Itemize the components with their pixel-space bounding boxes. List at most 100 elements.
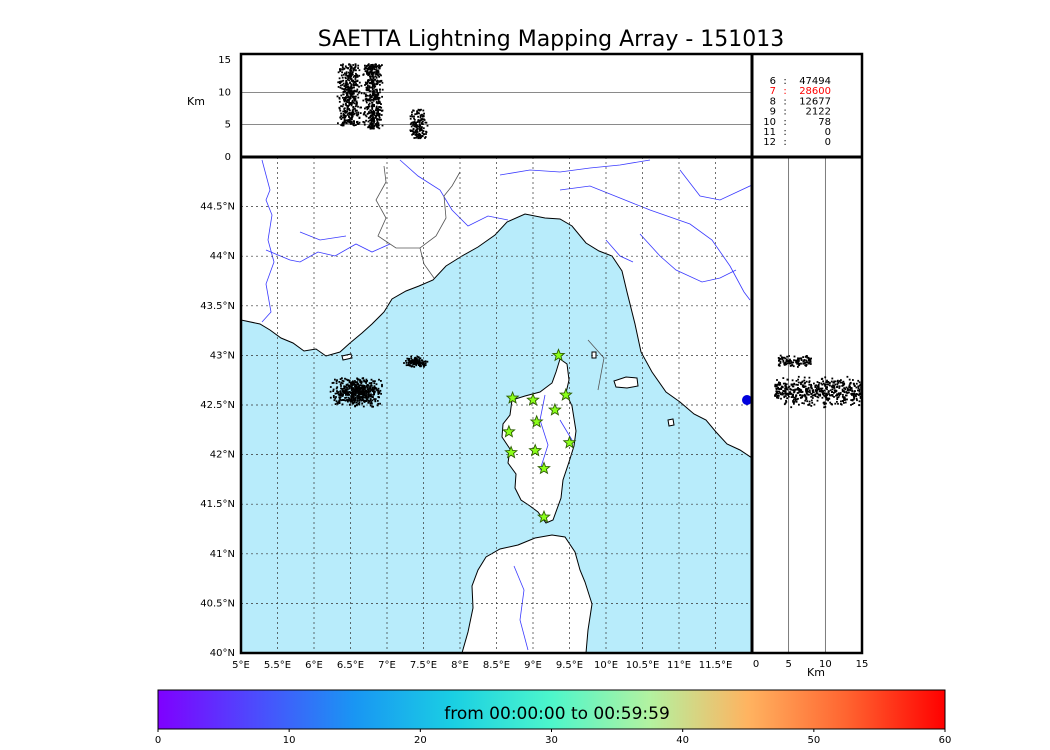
undefined: [797, 375, 800, 378]
undefined: [414, 125, 417, 128]
undefined: [369, 402, 372, 405]
undefined: [829, 401, 832, 404]
undefined: [354, 64, 357, 67]
undefined: [422, 120, 424, 123]
undefined: [846, 389, 849, 392]
undefined: [348, 394, 351, 396]
undefined: [775, 387, 778, 390]
undefined: [413, 115, 415, 118]
undefined: [342, 380, 345, 383]
undefined: [339, 398, 342, 401]
latitude-tick-label: 43°N: [210, 350, 235, 361]
undefined: [370, 79, 373, 81]
undefined: [803, 362, 806, 364]
undefined: [785, 395, 787, 397]
undefined: [405, 360, 407, 362]
undefined: [362, 394, 365, 397]
colorbar-gradient: [157, 689, 946, 730]
undefined: [350, 78, 353, 80]
undefined: [369, 386, 371, 389]
undefined: [790, 383, 793, 386]
station-star-icon: [548, 402, 562, 416]
undefined: [336, 379, 338, 382]
undefined: [831, 391, 833, 393]
undefined: [411, 113, 413, 116]
undefined: [353, 382, 356, 384]
undefined: [371, 68, 374, 71]
undefined: [377, 124, 380, 127]
undefined: [786, 397, 788, 400]
undefined: [374, 85, 377, 88]
undefined: [348, 385, 351, 388]
undefined: [372, 127, 375, 130]
undefined: [349, 91, 352, 93]
undefined: [355, 72, 357, 75]
undefined: [379, 73, 381, 76]
longitude-tick-label: 10°E: [594, 660, 618, 671]
undefined: [377, 118, 380, 121]
undefined: [838, 385, 841, 388]
undefined: [824, 385, 827, 387]
undefined: [793, 391, 795, 394]
undefined: [347, 85, 350, 88]
undefined: [375, 383, 378, 386]
undefined: [805, 380, 808, 383]
undefined: [348, 387, 351, 389]
undefined: [342, 63, 344, 66]
undefined: [375, 67, 378, 69]
undefined: [775, 388, 778, 391]
undefined: [368, 116, 371, 119]
undefined: [356, 404, 358, 407]
undefined: [375, 123, 378, 125]
undefined: [415, 126, 418, 129]
undefined: [367, 393, 369, 396]
undefined: [370, 75, 372, 78]
undefined: [351, 113, 354, 116]
undefined: [377, 114, 379, 117]
undefined: [364, 111, 366, 113]
undefined: [810, 395, 813, 398]
undefined: [837, 380, 839, 383]
undefined: [354, 107, 356, 110]
undefined: [358, 116, 361, 119]
undefined: [357, 105, 359, 108]
undefined: [840, 403, 842, 405]
undefined: [352, 111, 355, 114]
undefined: [833, 387, 836, 389]
undefined: [803, 402, 805, 405]
undefined: [368, 124, 371, 127]
undefined: [342, 399, 345, 401]
undefined: [358, 85, 360, 88]
undefined: [857, 389, 859, 392]
undefined: [855, 393, 858, 395]
undefined: [345, 99, 347, 102]
undefined: [374, 115, 377, 117]
undefined: [784, 389, 787, 391]
undefined: [778, 359, 780, 362]
altitude-axis-label: Km: [187, 95, 205, 108]
undefined: [786, 362, 789, 364]
undefined: [792, 398, 795, 401]
undefined: [341, 76, 344, 79]
undefined: [781, 391, 784, 394]
undefined: [351, 72, 354, 75]
undefined: [789, 362, 791, 365]
undefined: [343, 100, 346, 103]
altitude-longitude-panel: 0 5 10 15 Km: [187, 55, 752, 163]
undefined: [369, 93, 372, 96]
undefined: [349, 120, 352, 123]
undefined: [377, 391, 380, 394]
undefined: [345, 84, 348, 86]
undefined: [423, 363, 426, 365]
undefined: [420, 127, 423, 130]
undefined: [346, 96, 349, 99]
colorbar-tick-label: 0: [155, 735, 161, 746]
undefined: [369, 70, 372, 73]
undefined: [793, 355, 796, 358]
undefined: [370, 95, 373, 98]
undefined: [349, 86, 351, 89]
undefined: [377, 393, 380, 395]
undefined: [339, 109, 342, 112]
undefined: [377, 94, 380, 96]
undefined: [417, 356, 420, 359]
